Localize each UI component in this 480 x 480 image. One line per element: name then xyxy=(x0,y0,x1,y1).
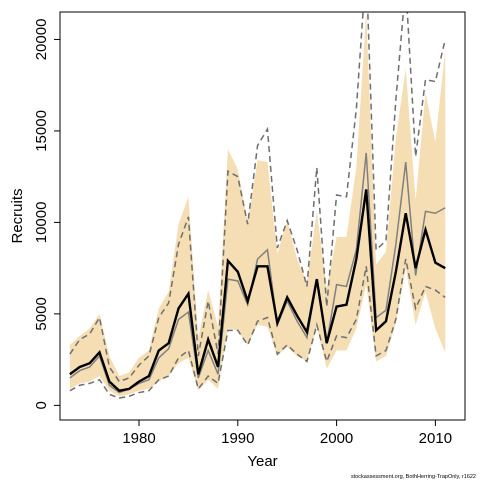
x-tick-label-2000: 2000 xyxy=(320,430,353,447)
x-tick-label-1980: 1980 xyxy=(122,430,155,447)
plot-area xyxy=(69,12,446,399)
y-axis-title: Recruits xyxy=(9,188,26,243)
x-axis-title: Year xyxy=(247,453,277,470)
plot-frame xyxy=(59,11,466,421)
axes: 1980 1990 2000 2010 0 5000 10000 15000 20000 xyxy=(33,19,452,447)
source-footnote: stockassessment.org, BothHerring-TrapOnl… xyxy=(351,474,476,480)
confidence-band xyxy=(69,12,446,397)
y-tick-label-15000: 15000 xyxy=(33,110,50,152)
x-tick-label-2010: 2010 xyxy=(419,430,452,447)
y-tick-label-5000: 5000 xyxy=(33,297,50,330)
comparison-lower-line xyxy=(69,258,446,399)
estimate-line xyxy=(69,189,446,393)
y-tick-label-20000: 20000 xyxy=(33,19,50,61)
y-tick-label-0: 0 xyxy=(33,401,50,409)
y-tick-label-10000: 10000 xyxy=(33,202,50,244)
comparison-upper-line xyxy=(69,12,446,383)
x-tick-label-1990: 1990 xyxy=(221,430,254,447)
